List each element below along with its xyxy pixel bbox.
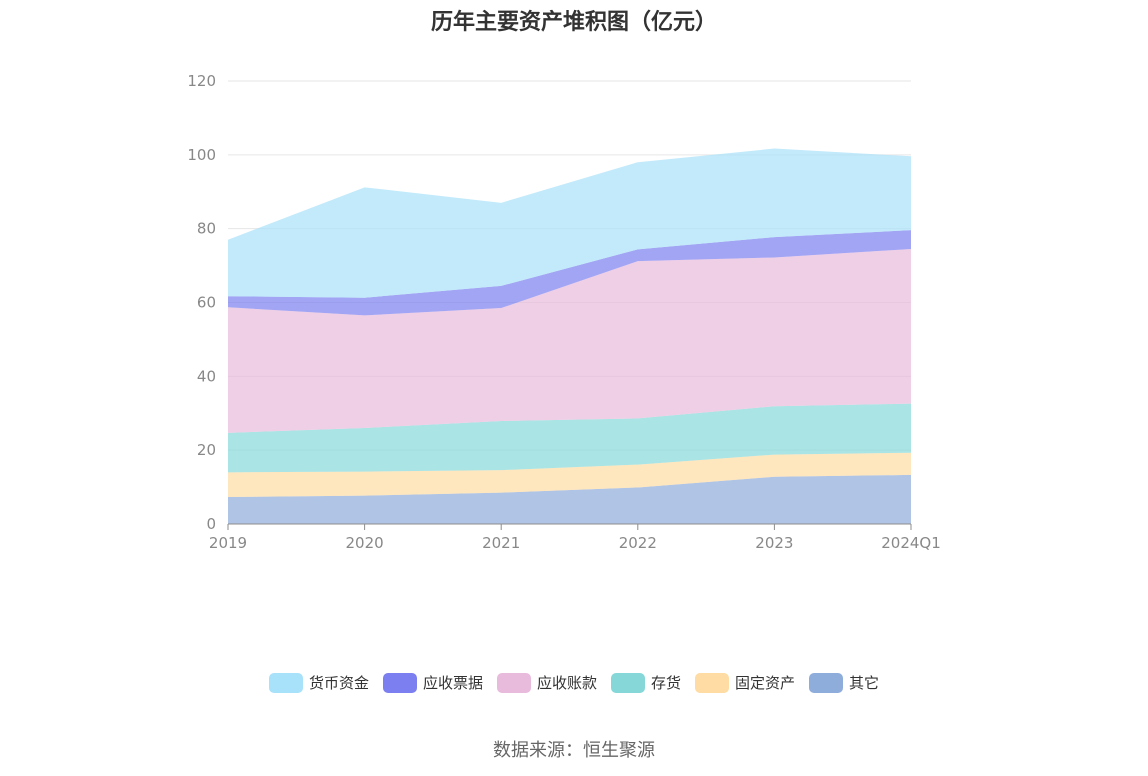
legend-label: 应收账款 [536, 674, 597, 692]
legend-item[interactable]: 其它 [809, 672, 879, 693]
legend-label: 应收票据 [422, 674, 483, 692]
x-tick-label: 2023 [755, 534, 793, 552]
area-series [228, 148, 911, 524]
chart-title: 历年主要资产堆积图（亿元） [430, 10, 717, 35]
legend-item[interactable]: 应收票据 [382, 672, 483, 693]
legend-label: 货币资金 [308, 674, 369, 692]
x-tick-label: 2019 [209, 534, 247, 552]
legend-swatch [695, 672, 730, 693]
axes: 0 20 40 60 80 100 120 2019 2020 2021 2022 2023 2024Q… [187, 72, 940, 552]
x-tick-label: 2022 [619, 534, 657, 552]
y-tick-label: 40 [197, 367, 216, 385]
legend-label: 其它 [849, 674, 880, 692]
x-tick-label: 2021 [482, 534, 520, 552]
legend-swatch [611, 672, 645, 693]
y-tick-label: 20 [197, 441, 216, 459]
legend-item[interactable]: 货币资金 [268, 672, 369, 693]
stacked-area-chart: 0 20 40 60 80 100 120 2019 2020 2021 2022 2023 2024Q… [187, 72, 940, 552]
legend-item[interactable]: 固定资产 [695, 672, 795, 693]
legend-item[interactable]: 应收账款 [496, 672, 597, 693]
area-series-固定资产 [228, 452, 911, 498]
area-series-应收账款 [228, 248, 911, 433]
y-tick-label: 120 [187, 72, 216, 90]
legend: 货币资金 应收票据 应收账款 存货 固定资产 其它 [0, 672, 1148, 693]
legend-swatch [496, 672, 531, 693]
x-tick-label: 2024Q1 [881, 534, 941, 552]
legend-label: 存货 [651, 674, 682, 692]
area-series-货币资金 [228, 148, 911, 298]
area-series-存货 [228, 403, 911, 473]
area-series-应收票据 [228, 230, 911, 316]
data-source: 数据来源：恒生聚源 [493, 740, 655, 761]
y-tick-label: 60 [197, 294, 216, 312]
x-tick-label: 2020 [346, 534, 384, 552]
legend-swatch [268, 672, 303, 693]
area-series-其它 [228, 474, 911, 524]
legend-label: 固定资产 [735, 674, 796, 692]
y-tick-label: 0 [206, 515, 216, 533]
legend-swatch [809, 672, 844, 693]
legend-item[interactable]: 存货 [611, 672, 681, 693]
legend-swatch [382, 672, 417, 693]
y-tick-label: 80 [197, 220, 216, 238]
y-tick-label: 100 [187, 146, 216, 164]
